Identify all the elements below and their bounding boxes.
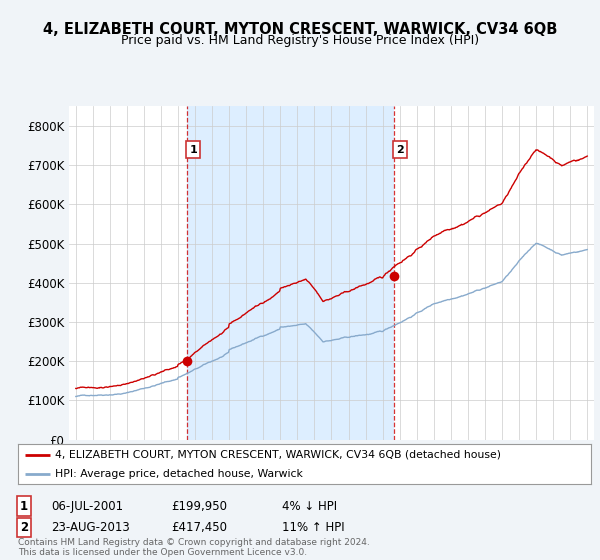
Text: Contains HM Land Registry data © Crown copyright and database right 2024.
This d: Contains HM Land Registry data © Crown c… (18, 538, 370, 557)
Text: 2: 2 (396, 144, 404, 155)
Bar (187, 106, 394, 440)
Text: 06-JUL-2001: 06-JUL-2001 (51, 500, 123, 513)
Text: £417,450: £417,450 (171, 521, 227, 534)
Text: 4% ↓ HPI: 4% ↓ HPI (282, 500, 337, 513)
Text: 1: 1 (190, 144, 197, 155)
Text: 4, ELIZABETH COURT, MYTON CRESCENT, WARWICK, CV34 6QB (detached house): 4, ELIZABETH COURT, MYTON CRESCENT, WARW… (55, 450, 501, 460)
Text: HPI: Average price, detached house, Warwick: HPI: Average price, detached house, Warw… (55, 469, 303, 479)
Text: 23-AUG-2013: 23-AUG-2013 (51, 521, 130, 534)
Text: 4, ELIZABETH COURT, MYTON CRESCENT, WARWICK, CV34 6QB: 4, ELIZABETH COURT, MYTON CRESCENT, WARW… (43, 22, 557, 38)
Text: 1: 1 (20, 500, 28, 513)
Text: £199,950: £199,950 (171, 500, 227, 513)
Text: 2: 2 (20, 521, 28, 534)
Text: 11% ↑ HPI: 11% ↑ HPI (282, 521, 344, 534)
Text: Price paid vs. HM Land Registry's House Price Index (HPI): Price paid vs. HM Land Registry's House … (121, 34, 479, 46)
